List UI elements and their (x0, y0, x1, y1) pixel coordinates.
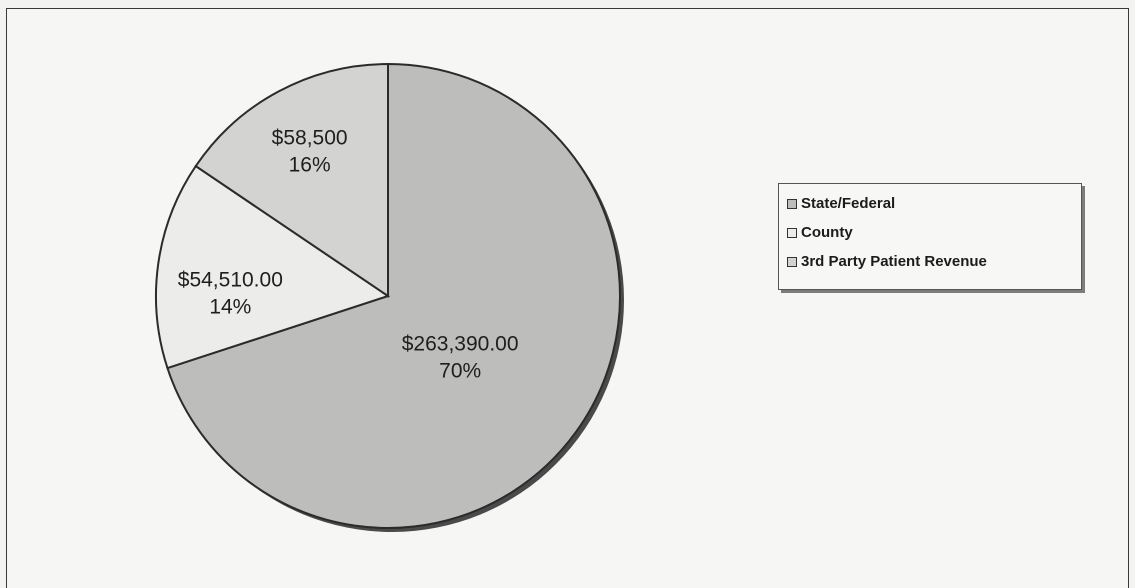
legend-label-county: County (801, 224, 853, 241)
slice-value-label: $58,500 (272, 126, 348, 149)
legend-item-3rd-party: 3rd Party Patient Revenue (787, 247, 1081, 276)
slice-percent-label: 70% (439, 359, 481, 382)
pie-slice-county (155, 164, 391, 370)
legend-swatch-state-federal (787, 198, 797, 209)
legend-swatch-county (787, 227, 797, 238)
slice-value-label: $263,390.00 (402, 332, 519, 355)
legend-label-3rd-party: 3rd Party Patient Revenue (801, 253, 987, 270)
slice-percent-label: 14% (209, 296, 251, 319)
legend-label-state-federal: State/Federal (801, 195, 896, 212)
legend-swatch-3rd-party (787, 256, 797, 267)
legend-item-state-federal: State/Federal (787, 189, 1081, 218)
chart-legend: State/Federal County 3rd Party Patient R… (778, 183, 1082, 290)
pie-slice-state-federal (166, 62, 621, 529)
pie-slice-3rd-party-patient-revenue (194, 62, 389, 298)
slice-percent-label: 16% (289, 153, 331, 176)
slice-value-label: $54,510.00 (178, 269, 283, 292)
legend-item-county: County (787, 218, 1081, 247)
